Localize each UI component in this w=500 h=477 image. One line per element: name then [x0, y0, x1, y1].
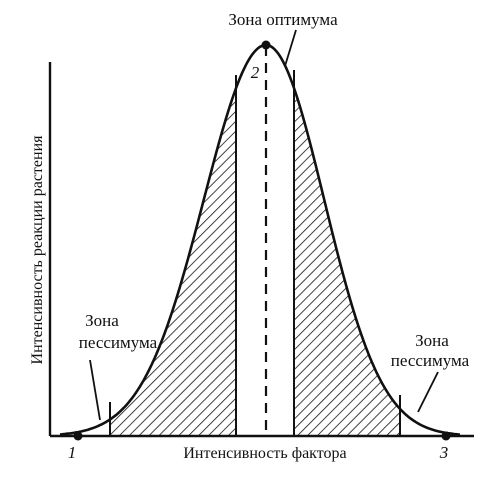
- hatched-zones: [110, 45, 400, 436]
- optimum-leader-line: [284, 29, 297, 67]
- x-axis-label: Интенсивность фактора: [183, 445, 346, 462]
- point-2-label: 2: [251, 63, 260, 82]
- point-2-marker: [261, 40, 271, 50]
- pessimum-right-leader-line: [417, 371, 439, 413]
- bell-curve: [59, 43, 461, 436]
- pessimum-left-label-line2: пессимума: [79, 333, 158, 352]
- optimum-zone-label: Зона оптимума: [228, 10, 338, 29]
- y-axis-label: Интенсивность реакции растения: [29, 135, 46, 365]
- point-3-marker: [441, 431, 451, 441]
- point-1-marker: [73, 431, 83, 441]
- hatched-zone-right: [294, 45, 400, 436]
- hatched-zone-left: [110, 45, 236, 436]
- pessimum-right-label-line2: пессимума: [391, 351, 470, 370]
- pessimum-left-leader-line: [89, 359, 101, 421]
- pessimum-right-label-line1: Зона: [415, 331, 449, 350]
- point-1-label: 1: [68, 443, 77, 462]
- pessimum-left-label-line1: Зона: [85, 311, 119, 330]
- point-3-label: 3: [439, 443, 449, 462]
